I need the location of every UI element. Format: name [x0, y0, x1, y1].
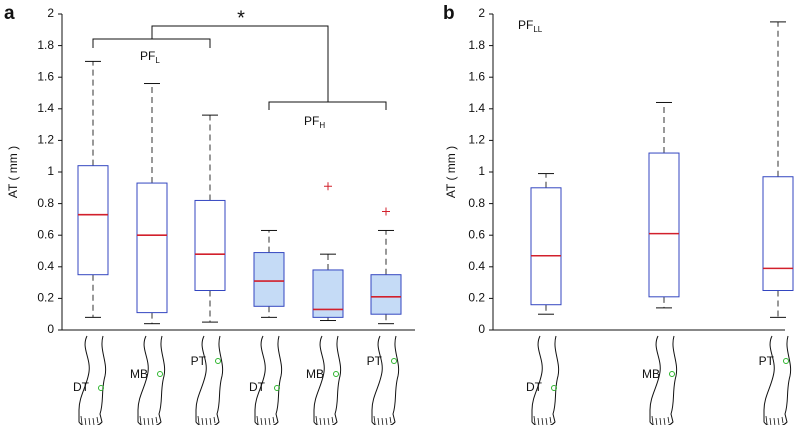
y-tick-label: 1.8 — [468, 38, 485, 52]
y-tick-label: 0.2 — [468, 291, 485, 305]
category-label: PT — [759, 354, 775, 368]
site-dot — [783, 358, 789, 364]
box — [370, 274, 402, 315]
y-axis-label: AT ( mm ) — [444, 146, 458, 198]
site-dot — [333, 371, 339, 377]
y-tick-label: 0.8 — [468, 196, 485, 210]
box — [762, 176, 794, 292]
category-label: DT — [73, 380, 90, 394]
leg-icon — [371, 335, 400, 425]
site-dot — [157, 371, 163, 377]
y-tick-label: 0.4 — [468, 259, 485, 273]
bracket — [92, 25, 387, 110]
category-label: MB — [306, 367, 324, 381]
y-tick-label: 1 — [478, 164, 485, 178]
y-tick-label: 0.6 — [468, 227, 485, 241]
y-tick-label: 1.4 — [37, 101, 54, 115]
y-tick-label: 0.6 — [37, 227, 54, 241]
category-label: DT — [526, 380, 543, 394]
annotation: * — [237, 7, 245, 29]
annotation-subscript: LL — [533, 25, 542, 34]
y-tick-label: 2 — [47, 6, 54, 20]
annotation-subscript: H — [319, 121, 325, 130]
y-tick-label: 0.8 — [37, 196, 54, 210]
site-dot — [274, 385, 280, 391]
category-label: PT — [367, 354, 383, 368]
category-label: MB — [642, 367, 660, 381]
box — [648, 152, 680, 298]
y-tick-label: 1.2 — [37, 133, 54, 147]
y-axis-label: AT ( mm ) — [6, 146, 20, 198]
y-tick-label: 0.2 — [37, 291, 54, 305]
annotation: PF — [518, 18, 533, 32]
site-dot — [551, 385, 557, 391]
leg-icon — [195, 335, 224, 425]
y-tick-label: 0.4 — [37, 259, 54, 273]
site-dot — [98, 385, 104, 391]
y-tick-label: 0 — [47, 322, 54, 336]
y-tick-label: 0 — [478, 322, 485, 336]
box — [253, 252, 285, 307]
panel-label: b — [443, 3, 455, 24]
box — [194, 199, 226, 291]
annotation: PF — [140, 49, 155, 63]
box — [136, 182, 168, 314]
y-tick-label: 2 — [478, 6, 485, 20]
site-dot — [669, 371, 675, 377]
y-tick-label: 1.2 — [468, 133, 485, 147]
outlier — [324, 182, 332, 191]
y-tick-label: 1.6 — [37, 69, 54, 83]
annotation: PF — [304, 114, 319, 128]
box — [530, 187, 562, 306]
leg-icon — [763, 335, 792, 425]
panel-label: a — [4, 3, 15, 24]
box — [77, 165, 109, 276]
outlier — [382, 207, 390, 216]
site-dot — [215, 358, 221, 364]
y-tick-label: 1.4 — [468, 101, 485, 115]
y-tick-label: 1.8 — [37, 38, 54, 52]
category-label: MB — [130, 367, 148, 381]
annotation-subscript: L — [155, 56, 160, 65]
site-dot — [391, 358, 397, 364]
y-tick-label: 1.6 — [468, 69, 485, 83]
y-tick-label: 1 — [47, 164, 54, 178]
category-label: DT — [249, 380, 266, 394]
category-label: PT — [191, 354, 207, 368]
